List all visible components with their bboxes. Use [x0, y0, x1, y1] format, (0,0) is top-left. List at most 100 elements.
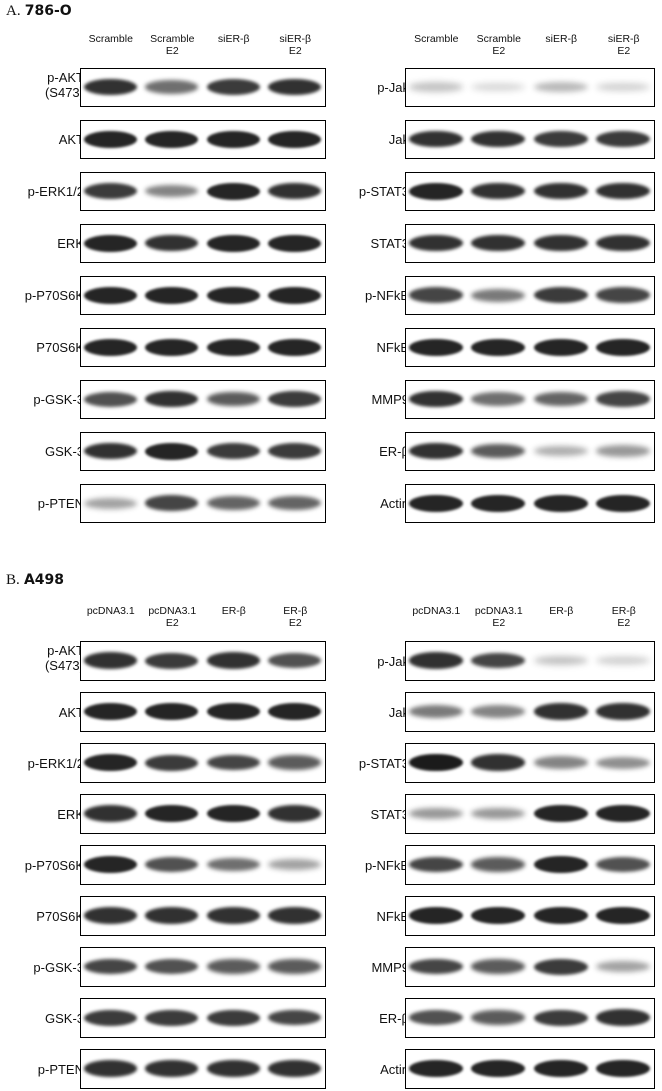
blot-strip [405, 120, 655, 159]
protein-name: p-P70S6K [24, 288, 84, 303]
western-band [408, 494, 463, 512]
western-band [533, 756, 588, 769]
protein-name: NFkB [376, 340, 410, 355]
lane-header-treatment: E2 [165, 617, 179, 629]
western-band [83, 754, 137, 771]
western-band [145, 286, 199, 304]
protein-label: p-NFkB [365, 288, 409, 303]
protein-name: ER-β [379, 1010, 409, 1026]
western-band [268, 496, 322, 510]
protein-name: P70S6K [36, 340, 84, 355]
blot-strip [80, 947, 326, 987]
blot-strip [80, 224, 326, 263]
western-band [533, 703, 588, 720]
protein-label: p-P70S6K [25, 288, 84, 303]
western-band [408, 442, 463, 460]
western-band [268, 234, 322, 252]
protein-label: p-Jak [377, 654, 409, 669]
protein-name: p-ERK1/2 [27, 755, 84, 771]
western-band [408, 338, 463, 356]
protein-label: Jak [389, 705, 409, 720]
western-band [206, 703, 260, 720]
western-band [83, 907, 137, 924]
western-band [471, 1060, 526, 1077]
protein-label: MMP9 [371, 960, 409, 975]
protein-label: ER-β [379, 444, 409, 459]
blot-strip [80, 743, 326, 783]
lane-header-line: pcDNA3.1 [86, 605, 135, 617]
western-band [596, 182, 651, 200]
western-band [206, 1060, 260, 1077]
blot-strip [405, 845, 655, 885]
blot-strip [405, 484, 655, 523]
western-band [596, 756, 651, 769]
western-band [268, 653, 322, 668]
western-band [83, 78, 137, 96]
blot-strip [80, 896, 326, 936]
western-band [145, 1060, 199, 1077]
protein-label: p-AKT (S473) [45, 643, 84, 673]
protein-name: p-Jak [377, 653, 409, 669]
western-band [596, 234, 651, 252]
western-band [471, 130, 526, 148]
western-band [471, 754, 526, 771]
western-band [268, 859, 322, 870]
western-band [83, 652, 137, 669]
western-band [596, 82, 651, 92]
protein-name: P70S6K [36, 908, 84, 924]
western-band [268, 907, 322, 924]
western-band [145, 442, 199, 460]
lane-header-line: siER-β [279, 33, 312, 45]
protein-name: p-GSK-3 [33, 392, 84, 407]
western-band [596, 391, 651, 407]
western-band [596, 656, 651, 665]
lane-header-treatment: E2 [492, 45, 506, 57]
western-band [408, 705, 463, 718]
western-band [596, 1060, 651, 1077]
western-band [145, 495, 199, 511]
western-band [145, 234, 199, 252]
blot-strip [405, 998, 655, 1038]
protein-label: P70S6K [36, 909, 84, 924]
western-band [596, 907, 651, 924]
lane-header-line: pcDNA3.1 [474, 605, 523, 617]
western-band [268, 443, 322, 459]
western-band [471, 338, 526, 356]
western-band [83, 234, 137, 252]
blot-strip [80, 276, 326, 315]
western-band [533, 234, 588, 252]
western-band [533, 1060, 588, 1077]
blot-strip [80, 1049, 326, 1089]
lane-header: siER-β [203, 33, 265, 45]
protein-label: Jak [389, 132, 409, 147]
protein-label: STAT3 [370, 236, 409, 251]
lane-header-treatment: E2 [288, 45, 302, 57]
western-band [533, 445, 588, 457]
western-band [408, 807, 463, 820]
blot-strip [80, 845, 326, 885]
western-band [83, 805, 137, 822]
lane-header: siER-β E2 [593, 33, 656, 57]
protein-name: AKT [58, 704, 84, 720]
western-band [596, 1009, 651, 1026]
western-band [83, 391, 137, 407]
lane-header-line: Scramble [414, 33, 459, 45]
western-band [471, 1010, 526, 1025]
protein-label: MMP9 [371, 392, 409, 407]
western-band [268, 182, 322, 200]
western-band [596, 805, 651, 822]
protein-name: Actin [380, 496, 409, 511]
protein-label: p-Jak [377, 80, 409, 95]
blot-strip [80, 380, 326, 419]
western-band [533, 655, 588, 666]
western-band [533, 338, 588, 356]
protein-label: STAT3 [370, 807, 409, 822]
protein-label: GSK-3 [45, 444, 84, 459]
lane-header-line: pcDNA3.1 [148, 605, 197, 617]
protein-name: STAT3 [370, 806, 409, 822]
western-band [83, 958, 137, 975]
western-band [206, 182, 260, 200]
western-band [471, 705, 526, 718]
protein-label: p-PTEN [38, 1062, 84, 1077]
blot-strip [80, 692, 326, 732]
